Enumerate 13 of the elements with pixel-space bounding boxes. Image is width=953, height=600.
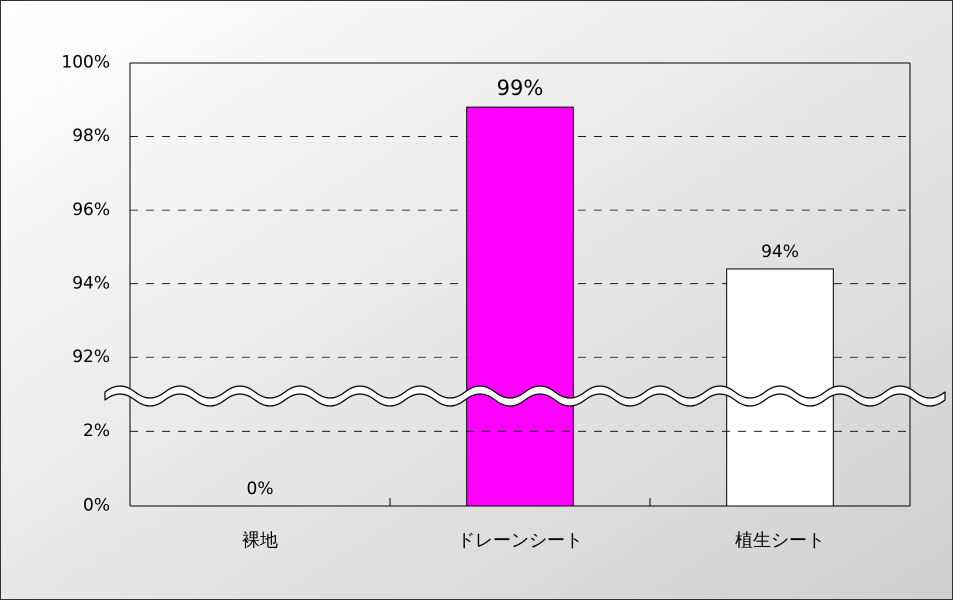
y-tick-label: 0% (83, 496, 110, 516)
y-tick-label: 98% (72, 126, 110, 146)
y-tick-label: 96% (72, 200, 110, 220)
data-label: 0% (246, 479, 274, 499)
y-tick-label: 92% (72, 346, 110, 367)
y-tick-label: 94% (72, 273, 110, 294)
data-label: 99% (496, 76, 544, 100)
y-tick-label: 2% (83, 420, 110, 441)
data-label: 94% (761, 242, 799, 262)
x-tick-label: 裸地 (242, 530, 278, 551)
x-tick-label: ドレーンシート (457, 530, 583, 551)
y-tick-label: 100% (61, 52, 110, 73)
x-tick-label: 植生シート (735, 530, 825, 551)
